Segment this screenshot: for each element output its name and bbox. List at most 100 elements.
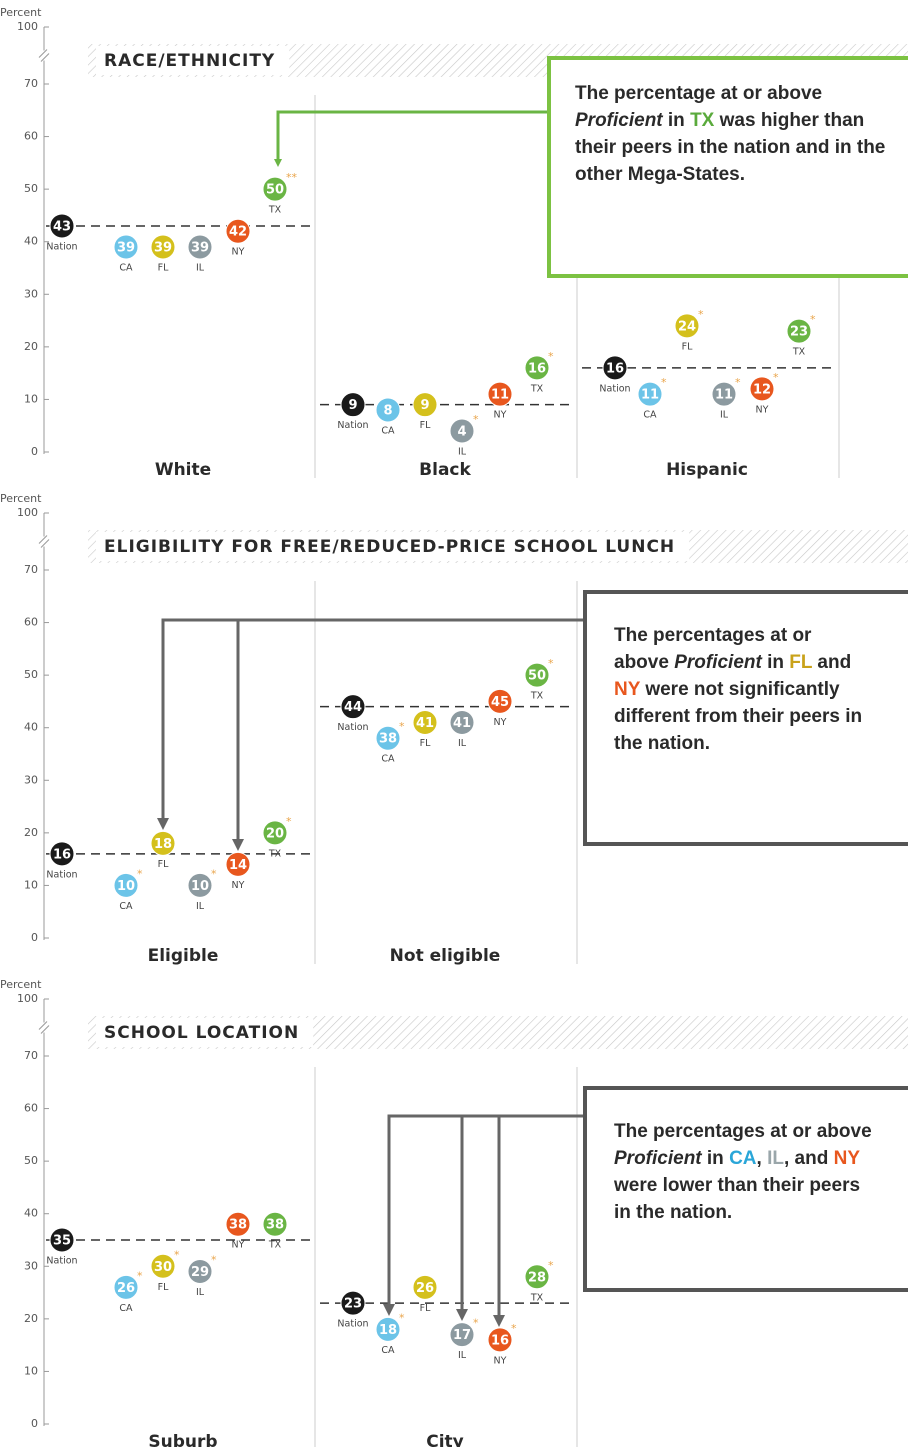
dot xyxy=(375,397,401,423)
value-label: 30 xyxy=(154,1260,172,1275)
jurisdiction-label: FL xyxy=(158,1282,169,1293)
value-label: 24 xyxy=(678,319,696,334)
value-label: 16 xyxy=(528,361,546,376)
value-label: 43 xyxy=(53,219,71,234)
dot xyxy=(49,1227,75,1253)
jurisdiction-label: TX xyxy=(268,205,282,216)
dot xyxy=(150,234,176,260)
dot xyxy=(449,709,475,735)
value-label: 20 xyxy=(266,826,284,841)
callout-run: and xyxy=(812,652,852,673)
significance-marker: * xyxy=(810,313,816,326)
value-label: 4 xyxy=(457,424,466,439)
dot xyxy=(449,1322,475,1348)
dot xyxy=(487,688,513,714)
y-tick-label: 10 xyxy=(24,392,38,405)
jurisdiction-label: Nation xyxy=(599,383,630,394)
value-label: 26 xyxy=(416,1281,434,1296)
dot xyxy=(487,381,513,407)
dot xyxy=(113,1274,139,1300)
dot xyxy=(340,392,366,418)
dot xyxy=(412,1274,438,1300)
dot xyxy=(375,1316,401,1342)
jurisdiction-label: IL xyxy=(458,738,467,749)
jurisdiction-label: NY xyxy=(232,247,245,258)
callout-run: CA xyxy=(729,1148,757,1169)
significance-marker: * xyxy=(511,1322,517,1335)
jurisdiction-label: IL xyxy=(458,1350,467,1361)
y-tick-label: 0 xyxy=(31,1417,38,1430)
y-tick-label: 70 xyxy=(24,563,38,576)
value-label: 18 xyxy=(379,1323,397,1338)
significance-marker: * xyxy=(137,1269,143,1282)
dot xyxy=(262,176,288,202)
callout-run: The percentage at or above xyxy=(575,83,823,104)
dot xyxy=(150,830,176,856)
callout-run: The percentages at or above xyxy=(614,625,812,673)
jurisdiction-label: CA xyxy=(381,754,395,765)
dot xyxy=(412,709,438,735)
jurisdiction-label: IL xyxy=(196,262,205,273)
y-axis-label: Percent xyxy=(0,6,42,19)
value-label: 39 xyxy=(154,240,172,255)
dot xyxy=(637,381,663,407)
axis-break xyxy=(38,536,50,547)
title-background xyxy=(96,1018,314,1047)
value-label: 12 xyxy=(753,382,771,397)
value-label: 16 xyxy=(606,361,624,376)
significance-marker: * xyxy=(548,657,554,670)
jurisdiction-label: CA xyxy=(643,410,657,421)
jurisdiction-label: FL xyxy=(420,420,431,431)
dot xyxy=(524,662,550,688)
jurisdiction-label: Nation xyxy=(337,722,368,733)
axis-break xyxy=(38,535,50,548)
jurisdiction-label: TX xyxy=(530,383,544,394)
jurisdiction-label: IL xyxy=(458,446,467,457)
value-label: 9 xyxy=(420,398,429,413)
callout-run: , xyxy=(756,1148,768,1169)
callout-run: NY xyxy=(833,1148,860,1169)
arrow xyxy=(274,110,547,167)
value-label: 39 xyxy=(117,240,135,255)
callout-run: , and xyxy=(783,1148,834,1169)
title-background xyxy=(96,46,290,75)
value-label: 50 xyxy=(266,183,284,198)
y-tick-label: 100 xyxy=(17,506,38,519)
significance-marker: * xyxy=(548,350,554,363)
callout-run: IL xyxy=(767,1148,784,1169)
dot xyxy=(187,1259,213,1285)
y-tick-label: 40 xyxy=(24,1207,38,1220)
significance-marker: * xyxy=(773,371,779,384)
value-label: 45 xyxy=(491,695,509,710)
significance-marker: * xyxy=(661,376,667,389)
arrow xyxy=(157,618,583,830)
value-label: 35 xyxy=(53,1234,71,1249)
value-label: 39 xyxy=(191,240,209,255)
y-tick-label: 40 xyxy=(24,721,38,734)
significance-marker: * xyxy=(735,376,741,389)
y-tick-label: 100 xyxy=(17,20,38,33)
y-tick-label: 70 xyxy=(24,77,38,90)
value-label: 38 xyxy=(229,1218,247,1233)
significance-marker: * xyxy=(174,1248,180,1261)
jurisdiction-label: FL xyxy=(158,859,169,870)
value-label: 44 xyxy=(344,700,362,715)
jurisdiction-label: TX xyxy=(792,347,806,358)
value-label: 16 xyxy=(491,1333,509,1348)
dot xyxy=(150,1253,176,1279)
dot xyxy=(674,313,700,339)
value-label: 8 xyxy=(383,403,392,418)
y-tick-label: 50 xyxy=(24,182,38,195)
y-axis-label: Percent xyxy=(0,978,42,991)
jurisdiction-label: NY xyxy=(494,717,507,728)
y-tick-label: 20 xyxy=(24,826,38,839)
dot xyxy=(49,841,75,867)
y-tick-label: 0 xyxy=(31,445,38,458)
significance-marker: * xyxy=(211,867,217,880)
jurisdiction-label: FL xyxy=(682,341,693,352)
callout-run: TX xyxy=(690,110,715,131)
dot xyxy=(225,218,251,244)
value-label: 23 xyxy=(344,1297,362,1312)
callout-text: The percentage at or above Proficient in… xyxy=(575,80,895,188)
panel-title: RACE/ETHNICITY xyxy=(104,51,275,71)
